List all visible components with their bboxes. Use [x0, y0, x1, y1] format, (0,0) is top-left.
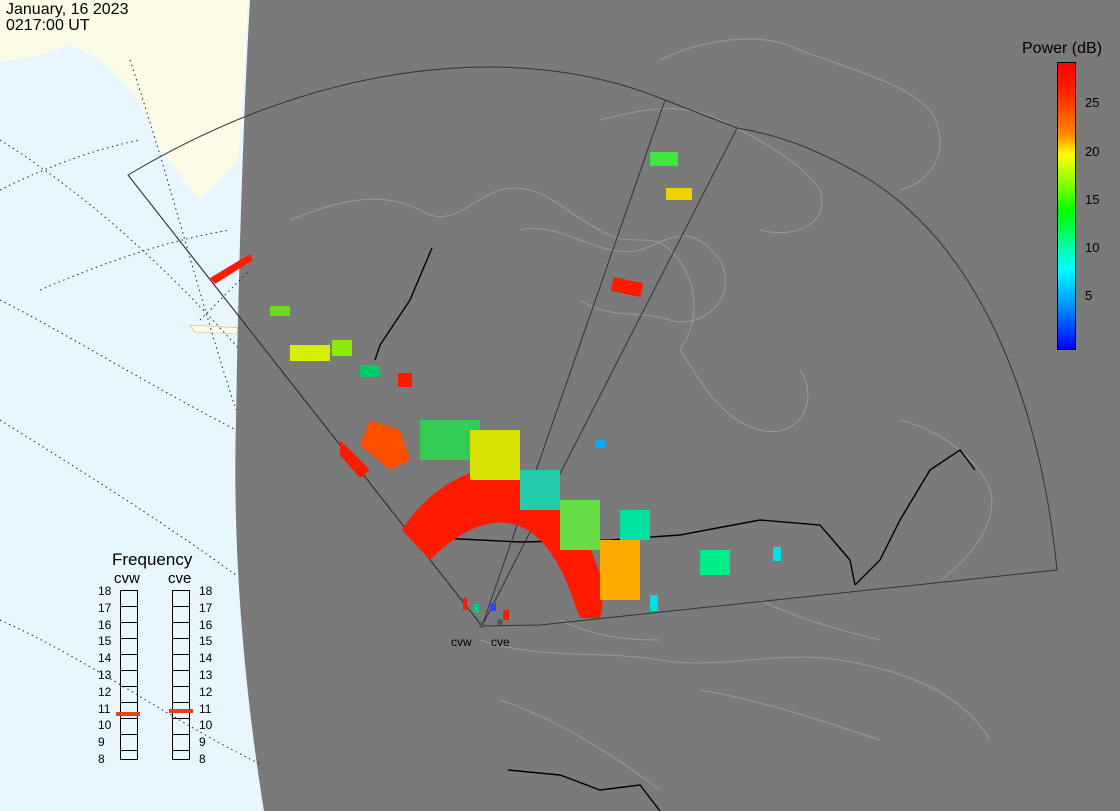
aleutian-land — [189, 324, 241, 335]
frequency-cell — [121, 639, 137, 655]
alaska-land — [0, 0, 248, 200]
frequency-cell — [121, 671, 137, 687]
frequency-cell — [173, 591, 189, 607]
coastlines — [289, 38, 993, 791]
frequency-column-cve — [172, 590, 190, 760]
frequency-cell — [173, 607, 189, 623]
frequency-cell — [121, 719, 137, 735]
time-label: 0217:00 UT — [6, 17, 90, 34]
frequency-cell — [121, 607, 137, 623]
frequency-marker-cve — [169, 708, 193, 713]
frequency-title: Frequency — [112, 550, 193, 569]
colorbar-tick: 20 — [1085, 144, 1100, 159]
frequency-tick-label: 17 — [199, 600, 213, 615]
frequency-tick-label: 9 — [199, 735, 206, 750]
frequency-tick-label: 17 — [98, 600, 112, 615]
frequency-tick-label: 8 — [199, 752, 206, 766]
nightside-shading — [235, 0, 1120, 811]
frequency-tick-label: 14 — [199, 651, 213, 666]
frequency-cell — [173, 639, 189, 655]
site-cvw-marker — [479, 622, 485, 628]
frequency-cell — [121, 687, 137, 703]
lat-lon-grid — [0, 59, 263, 766]
frequency-tick-label: 13 — [199, 668, 213, 682]
frequency-tick-label: 16 — [199, 617, 213, 632]
frequency-cell — [121, 735, 137, 751]
frequency-cell — [173, 671, 189, 687]
frequency-cell — [121, 591, 137, 607]
frequency-radar-cvw-label: cvw — [114, 570, 140, 587]
frequency-tick-label: 18 — [98, 584, 112, 598]
colorbar-tick: 5 — [1085, 288, 1093, 303]
radar-echoes — [210, 152, 781, 620]
frequency-marker-cvw — [116, 712, 140, 717]
frequency-tick-label: 11 — [199, 701, 212, 716]
frequency-radar-cve-label: cve — [168, 570, 192, 587]
frequency-cell — [121, 655, 137, 671]
frequency-tick-label: 12 — [199, 684, 213, 699]
frequency-tick-label: 8 — [98, 752, 105, 766]
colorbar-tick: 10 — [1085, 240, 1100, 255]
frequency-tick-label: 15 — [98, 634, 112, 649]
frequency-tick-label: 18 — [199, 584, 213, 598]
frequency-tick-label: 16 — [98, 617, 112, 632]
colorbar-title: Power (dB) — [1022, 40, 1103, 57]
frequency-cell — [173, 623, 189, 639]
site-label-cve: cve — [491, 635, 510, 649]
frequency-tick-label: 14 — [98, 651, 112, 666]
frequency-tick-label: 13 — [98, 668, 112, 682]
frequency-cell — [173, 687, 189, 703]
frequency-tick-label: 15 — [199, 634, 213, 649]
frequency-cell — [173, 735, 189, 751]
colorbar-gradient — [1057, 62, 1076, 350]
frequency-cell — [121, 703, 137, 719]
colorbar-tick: 15 — [1085, 192, 1100, 207]
date-label: January, 16 2023 — [6, 1, 129, 18]
frequency-cell — [121, 623, 137, 639]
frequency-column-cvw — [120, 590, 138, 760]
frequency-cell — [173, 703, 189, 719]
national-borders — [374, 247, 976, 811]
frequency-tick-label: 9 — [98, 735, 105, 750]
frequency-tick-label: 10 — [98, 718, 112, 733]
frequency-tick-label: 12 — [98, 684, 112, 699]
frequency-tick-label: 11 — [98, 701, 111, 716]
site-label-cvw: cvw — [451, 635, 472, 649]
frequency-tick-label: 10 — [199, 718, 213, 733]
colorbar-tick: 25 — [1085, 95, 1100, 110]
site-cve-marker — [497, 619, 503, 625]
frequency-cell — [173, 655, 189, 671]
frequency-cell — [173, 719, 189, 735]
